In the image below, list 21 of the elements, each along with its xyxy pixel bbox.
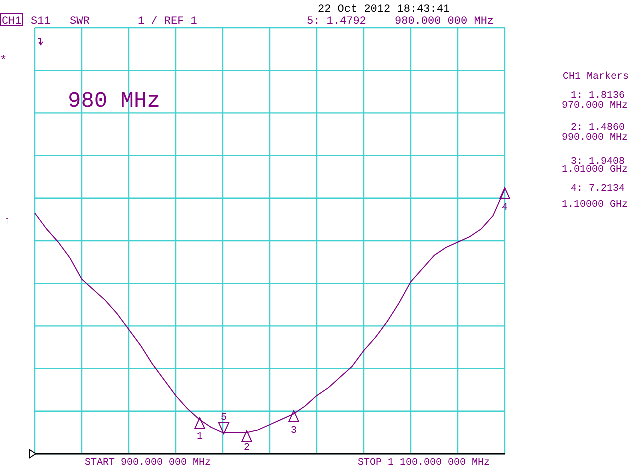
text: CH1 Markers [562, 71, 629, 83]
text: 980.000 000 MHz [395, 16, 494, 28]
text: STOP 1 100.000 000 MHz [358, 458, 490, 465]
text: CH1 [2, 16, 22, 28]
text: 1 / REF 1 [138, 16, 198, 28]
text: 990.000 MHz [562, 133, 628, 144]
text: ↑ [4, 216, 11, 228]
text: 5: 1.4792 [307, 16, 366, 28]
text: 22 Oct 2012 18:43:41 [318, 4, 450, 16]
annotation: 3 [290, 426, 298, 437]
text: 970.000 MHz [562, 101, 628, 112]
text: 2: 1.4860 [570, 123, 625, 134]
text: 1.10000 GHz [562, 200, 628, 211]
text: * [0, 54, 8, 68]
text: SWR [70, 16, 90, 28]
text: S11 [31, 16, 52, 28]
text: START 900.000 000 MHz [85, 458, 212, 465]
text: 4: 7.2134 [570, 184, 625, 195]
annotation: 2 [244, 443, 250, 454]
text: 1: 1.8136 [570, 91, 625, 102]
annotation: 1 [196, 432, 204, 443]
